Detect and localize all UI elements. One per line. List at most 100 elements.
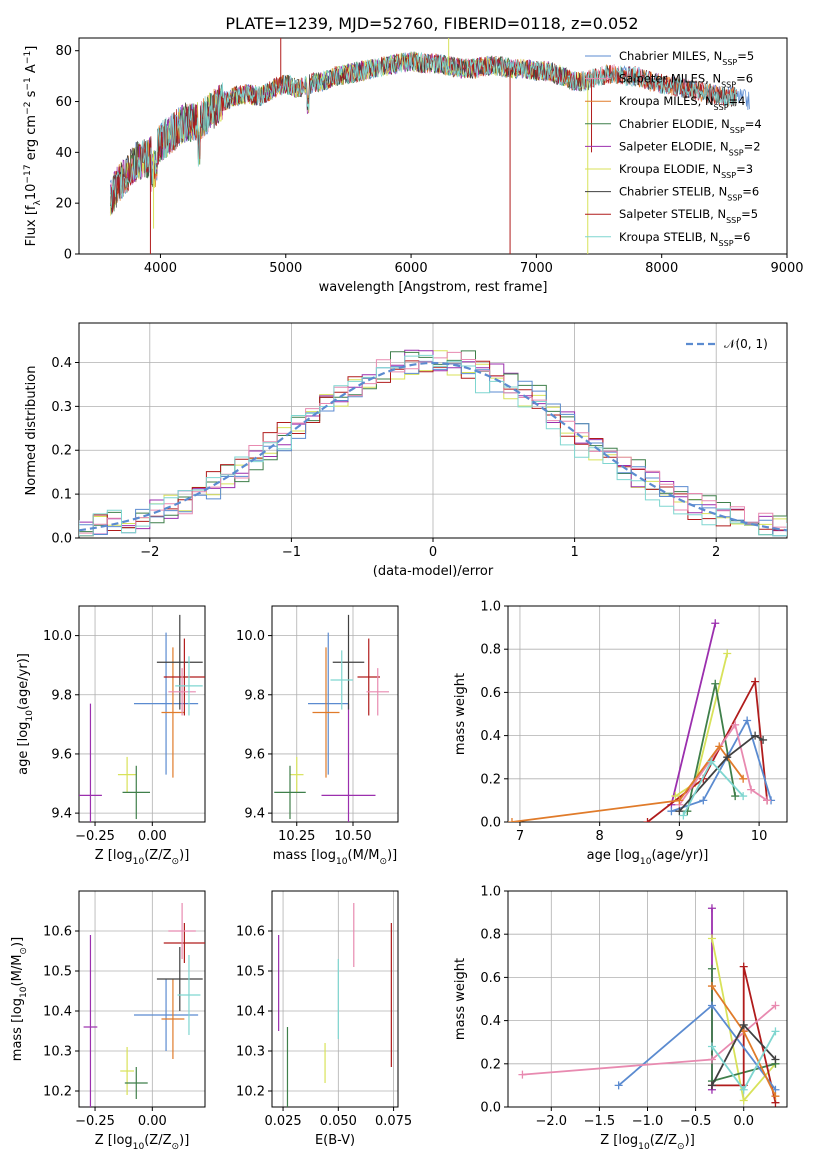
- y-tick-label: 0.1: [51, 488, 72, 503]
- marker-plus: [747, 785, 756, 794]
- x-axis-label: E(B-V): [315, 1133, 355, 1148]
- marker-plus: [739, 1020, 748, 1029]
- y-tick-label: 0.2: [480, 1057, 501, 1072]
- x-tick-label: 8: [596, 829, 604, 844]
- y-tick-label: 80: [55, 44, 72, 59]
- x-tick-label: −1.5: [584, 1114, 616, 1129]
- x-tick-label: 7: [516, 829, 524, 844]
- y-tick-label: 10.5: [43, 965, 72, 980]
- errorbars-mass_vs_ebv: [278, 903, 392, 1107]
- x-tick-label: 9: [675, 829, 683, 844]
- x-tick-label: −1: [282, 545, 301, 560]
- marker-plus: [763, 796, 772, 805]
- y-tick-label: 0.6: [480, 971, 501, 986]
- legend-label: Salpeter ELODIE, NSSP=2: [619, 139, 761, 157]
- figure-title: PLATE=1239, MJD=52760, FIBERID=0118, z=0…: [225, 14, 638, 33]
- y-tick-label: 10.6: [236, 925, 265, 940]
- axes-frame: [78, 37, 788, 255]
- x-tick-label: −0.5: [680, 1114, 712, 1129]
- errorbars-mass_vs_z: [83, 903, 205, 1107]
- marker-plus: [771, 1001, 780, 1010]
- x-tick-label: 0.050: [320, 1114, 357, 1129]
- y-tick-label: 1.0: [480, 600, 501, 615]
- y-tick-label: 0.8: [480, 643, 501, 658]
- errorbars-age_vs_mass: [274, 614, 389, 822]
- marker-plus: [675, 796, 684, 805]
- x-tick-label: −1.0: [632, 1114, 664, 1129]
- marker-plus: [707, 1055, 716, 1064]
- y-tick-label: 10.4: [236, 1005, 265, 1020]
- marker-plus: [731, 792, 740, 801]
- legend-label: Kroupa ELODIE, NSSP=3: [619, 162, 753, 180]
- y-tick-label: 20: [55, 197, 72, 212]
- line-chabrier_miles: [671, 718, 772, 813]
- x-tick-label: 0.00: [138, 829, 167, 844]
- marker-plus: [707, 1081, 716, 1090]
- x-tick-label: 9000: [770, 261, 803, 276]
- axes-age_vs_z: −0.25 0.00 9.4 9.6 9.8 10.0 Z [log10(Z/Z⊙)] age…: [16, 605, 206, 867]
- marker-plus: [675, 807, 684, 816]
- y-tick-label: 10.4: [43, 1005, 72, 1020]
- x-tick-label: 4000: [144, 261, 177, 276]
- line-salpeter_elodie: [670, 623, 717, 805]
- marker-plus: [771, 1092, 780, 1101]
- spectrum-kroupa_stelib: [109, 51, 737, 209]
- axes-frame: [507, 605, 788, 823]
- y-tick-label: 0.2: [51, 444, 72, 459]
- legend-label: Salpeter STELIB, NSSP=5: [619, 207, 758, 225]
- x-tick-label: 0.075: [375, 1114, 412, 1129]
- x-tick-label: −2: [140, 545, 159, 560]
- marker-plus: [671, 792, 680, 801]
- y-tick-label: 9.4: [51, 807, 72, 822]
- marker-plus: [751, 677, 760, 686]
- marker-plus: [643, 818, 652, 822]
- x-tick-label: 8000: [645, 261, 678, 276]
- lines-weight_vs_z: [518, 904, 780, 1107]
- axes-frame: [271, 605, 399, 823]
- errorbars-age_vs_z: [79, 614, 205, 822]
- y-tick-label: 10.3: [236, 1045, 265, 1060]
- y-tick-label: 0.0: [480, 816, 501, 831]
- x-axis-label: wavelength [Angstrom, rest frame]: [319, 280, 548, 295]
- legend-label: Chabrier MILES, NSSP=5: [619, 49, 754, 67]
- marker-plus: [707, 1042, 716, 1051]
- x-axis-label: (data-model)/error: [373, 564, 494, 579]
- y-tick-label: 0.6: [480, 686, 501, 701]
- axes-frame: [78, 605, 206, 823]
- line-salpeter_miles: [678, 722, 768, 806]
- x-axis-label: Z [log10(Z/Z⊙)]: [95, 848, 190, 867]
- x-tick-label: −2.0: [536, 1114, 568, 1129]
- marker-plus: [715, 742, 724, 751]
- histograms: [79, 349, 787, 537]
- x-tick-label: 10.25: [278, 829, 315, 844]
- y-tick-label: 0.0: [51, 532, 72, 547]
- y-tick-label: 10.2: [43, 1085, 72, 1100]
- marker-plus: [711, 679, 720, 688]
- y-tick-label: 9.6: [51, 747, 72, 762]
- legend-label: Kroupa STELIB, NSSP=6: [619, 230, 750, 248]
- normal-curve: [79, 361, 787, 532]
- line-kroupa_miles: [511, 744, 744, 822]
- marker-plus: [739, 774, 748, 783]
- x-axis-label: mass [log10(M/M⊙)]: [273, 848, 397, 867]
- marker-plus: [739, 962, 748, 971]
- marker-plus: [667, 807, 676, 816]
- x-axis-label: Z [log10(Z/Z⊙)]: [95, 1133, 190, 1152]
- x-tick-label: 7000: [520, 261, 553, 276]
- y-tick-label: 10.3: [43, 1045, 72, 1060]
- lines-weight_vs_age: [508, 619, 776, 822]
- y-tick-label: 0.4: [480, 1014, 501, 1029]
- y-tick-label: 0: [64, 248, 72, 263]
- x-axis-label: age [log10(age/yr)]: [587, 848, 709, 867]
- x-tick-label: 0: [429, 545, 437, 560]
- y-tick-label: 1.0: [480, 885, 501, 900]
- marker-plus: [707, 982, 716, 991]
- x-tick-label: 2: [712, 545, 720, 560]
- line-chabrier_stelib: [678, 734, 764, 812]
- legend-label: Kroupa MILES, NSSP=4: [619, 94, 745, 112]
- histogram-kroupa_stelib: [79, 354, 787, 537]
- axes-frame: [271, 890, 399, 1108]
- marker-plus: [771, 1027, 780, 1036]
- axes-spectrum: 4000 5000 6000 7000 8000 9000 0 20 40 60 80 wavelen…: [23, 37, 804, 295]
